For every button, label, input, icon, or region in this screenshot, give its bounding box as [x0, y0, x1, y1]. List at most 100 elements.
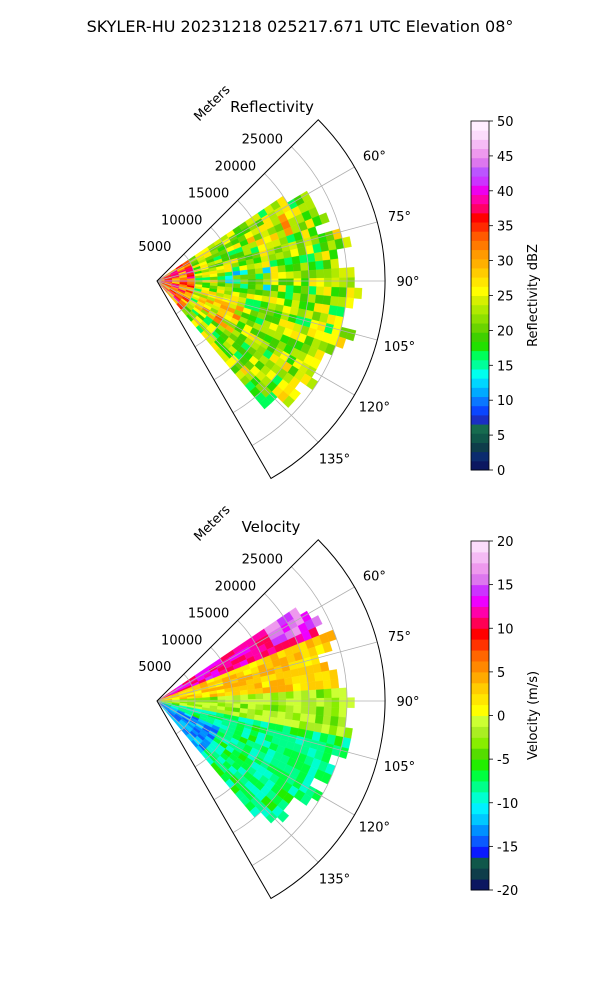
- radar-bin: [324, 287, 332, 296]
- angle-tick-label: 60°: [363, 150, 386, 165]
- angle-tick-label: 135°: [319, 872, 350, 887]
- radar-bin: [300, 294, 308, 303]
- radar-bin: [233, 700, 241, 704]
- colorbar-segment: [471, 726, 489, 737]
- radar-bin: [299, 675, 308, 684]
- radar-bin: [270, 711, 278, 718]
- colorbar-tick-label: -15: [497, 840, 518, 855]
- velocity-colorbar-fill: [471, 541, 489, 891]
- colorbar-segment: [471, 563, 489, 574]
- radar-bin: [262, 681, 270, 688]
- reflectivity-colorbar-label: Reflectivity dBZ: [526, 244, 541, 347]
- colorbar-segment: [471, 222, 489, 232]
- radar-bin: [316, 689, 324, 698]
- colorbar-segment: [471, 424, 489, 434]
- radar-bin: [292, 713, 300, 721]
- radar-bin: [293, 683, 301, 691]
- radar-bin: [248, 284, 256, 289]
- radar-bin: [322, 671, 331, 681]
- radar-bin: [332, 698, 340, 708]
- colorbar-segment: [471, 231, 489, 241]
- radial-tick-label: 20000: [215, 160, 256, 175]
- colorbar-segment: [471, 305, 489, 315]
- colorbar-segment: [471, 240, 489, 250]
- angle-tick-label: 75°: [388, 630, 411, 645]
- colorbar-segment: [471, 737, 489, 748]
- radar-bin: [225, 272, 233, 276]
- radar-bin: [324, 707, 332, 716]
- radar-bin: [339, 698, 347, 708]
- angle-tick-label: 90°: [396, 275, 419, 290]
- reflectivity-panel-title: Reflectivity: [230, 98, 314, 116]
- radar-bin: [255, 268, 263, 274]
- radar-bin: [202, 697, 210, 700]
- radar-bin: [339, 278, 347, 288]
- radar-bin: [248, 689, 256, 695]
- radar-bin: [278, 705, 286, 712]
- radar-bin: [254, 263, 262, 269]
- radar-bin: [277, 292, 285, 299]
- radar-bin: [309, 690, 317, 698]
- radar-bin: [278, 692, 286, 699]
- radar-bin: [309, 270, 317, 278]
- radar-bin: [279, 279, 287, 286]
- colorbar-segment: [471, 541, 489, 552]
- radar-bin: [339, 268, 347, 278]
- colorbar-tick-label: 5: [497, 666, 505, 681]
- radar-bin: [347, 698, 355, 708]
- radar-bin: [317, 698, 325, 707]
- radar-bin: [292, 293, 300, 301]
- colorbar-segment: [471, 683, 489, 694]
- colorbar-tick-label: -10: [497, 797, 518, 812]
- colorbar-segment: [471, 574, 489, 585]
- radar-bin: [277, 259, 285, 267]
- radar-bin: [285, 264, 293, 272]
- radar-bin: [330, 716, 339, 726]
- radar-bin: [279, 699, 287, 706]
- angle-tick-label: 105°: [384, 340, 415, 355]
- radar-bin: [218, 696, 226, 700]
- colorbar-segment: [471, 846, 489, 857]
- radar-bin: [269, 260, 277, 267]
- radar-bin: [286, 279, 294, 286]
- colorbar-segment: [471, 369, 489, 379]
- colorbar-segment: [471, 250, 489, 260]
- colorbar-segment: [471, 461, 489, 471]
- radar-bin: [308, 714, 316, 723]
- radar-bin: [301, 286, 309, 294]
- radar-bin: [277, 679, 285, 687]
- radar-bin: [308, 706, 316, 715]
- radar-bin: [317, 278, 325, 287]
- radar-bin: [271, 273, 279, 279]
- radial-tick-label: 15000: [188, 606, 229, 621]
- colorbar-segment: [471, 351, 489, 361]
- radar-bin: [316, 287, 324, 296]
- colorbar-segment: [471, 639, 489, 650]
- colorbar-segment: [471, 452, 489, 462]
- radar-bin: [248, 694, 256, 699]
- reflectivity-radial-axis-label: Meters: [191, 82, 233, 124]
- radar-bin: [256, 279, 264, 285]
- radar-bin: [320, 662, 329, 672]
- colorbar-segment: [471, 415, 489, 425]
- radar-bin: [232, 271, 240, 276]
- radar-bin: [286, 286, 294, 293]
- colorbar-tick-label: 10: [497, 622, 514, 637]
- radar-bin: [203, 280, 211, 283]
- radar-bin: [316, 707, 324, 716]
- velocity-radial-axis-label: Meters: [191, 502, 233, 544]
- colorbar-tick-label: 30: [497, 255, 514, 270]
- radar-bin: [256, 274, 264, 280]
- colorbar-segment: [471, 672, 489, 683]
- radial-tick-label: 15000: [188, 186, 229, 201]
- radar-bin: [286, 699, 294, 706]
- radar-bin: [324, 278, 332, 287]
- colorbar-segment: [471, 332, 489, 342]
- radar-bin: [263, 267, 271, 273]
- radar-bin: [187, 698, 195, 700]
